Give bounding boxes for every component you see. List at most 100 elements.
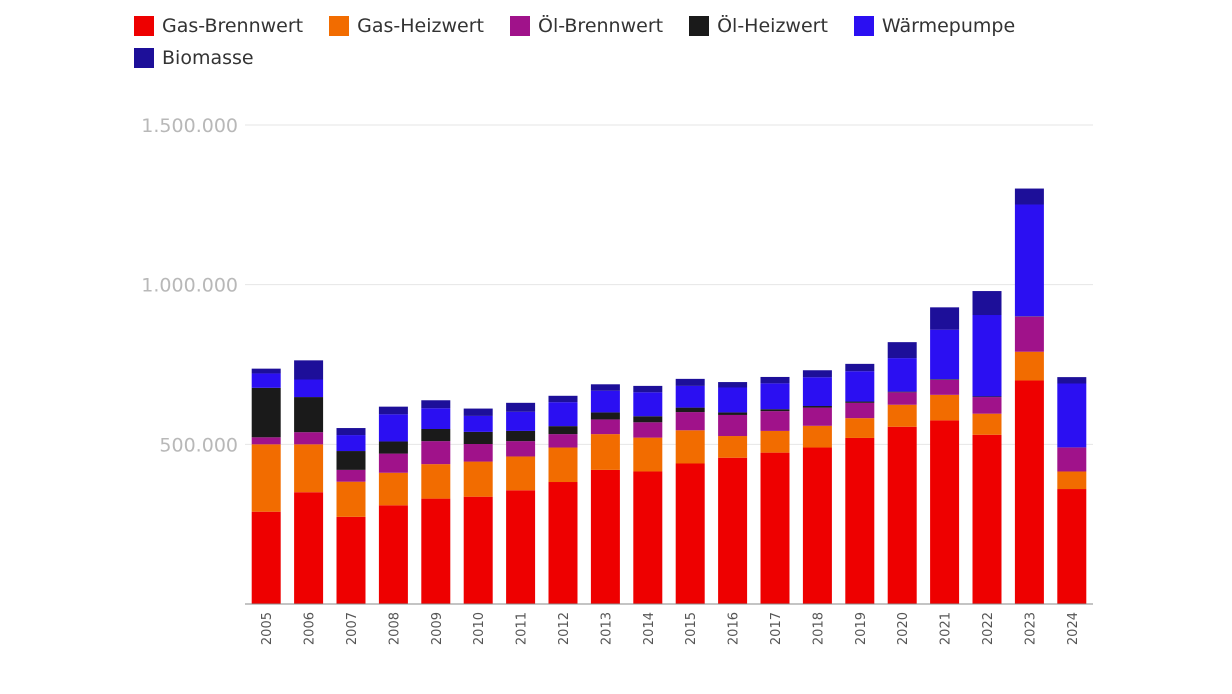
- bar-2016-s2: [718, 414, 748, 437]
- bar-2011-s5: [506, 402, 536, 412]
- legend-item-waermepumpe: Wärmepumpe: [853, 14, 1015, 38]
- bar-2009-s1: [421, 464, 451, 499]
- bar-2010-s0: [463, 496, 493, 604]
- y-tick-label-2: 1.500.000: [141, 115, 238, 137]
- bar-2018-s5: [802, 370, 832, 378]
- x-tick-label-2018: 2018: [811, 612, 826, 645]
- bar-2009-s4: [421, 408, 451, 430]
- bar-2013-s1: [590, 434, 620, 470]
- bar-2016-s5: [718, 382, 748, 388]
- bar-2013-s2: [590, 419, 620, 435]
- grid-layer: [245, 124, 1093, 445]
- bar-2012-s1: [548, 447, 578, 483]
- bar-2011-s2: [506, 441, 536, 457]
- bar-2024-s4: [1057, 383, 1087, 448]
- bar-2012-s4: [548, 402, 578, 427]
- legend-swatch-gas-heizwert: [329, 16, 350, 36]
- bar-2024-s1: [1057, 471, 1087, 490]
- bar-2021-s5: [930, 307, 960, 330]
- bar-2018-s1: [802, 425, 832, 448]
- bar-2023-s1: [1014, 351, 1044, 381]
- bar-2012-s3: [548, 426, 578, 435]
- bar-2006-s1: [294, 444, 324, 493]
- bar-2024-s2: [1057, 447, 1087, 472]
- bar-2015-s4: [675, 385, 705, 408]
- bar-2010-s5: [463, 408, 493, 416]
- bar-2021-s1: [930, 394, 960, 421]
- chart-legend: Gas-Brennwert Gas-Heizwert Öl-Brennwert …: [134, 14, 1094, 70]
- bar-2024-s0: [1057, 489, 1087, 604]
- bar-2020-s5: [887, 342, 917, 359]
- x-tick-label-2021: 2021: [939, 612, 954, 645]
- bar-2015-s2: [675, 412, 705, 431]
- bar-2018-s2: [802, 407, 832, 426]
- bar-2022-s1: [972, 413, 1002, 435]
- bar-2009-s2: [421, 441, 451, 465]
- bar-2022-s5: [972, 291, 1002, 316]
- bar-2017-s0: [760, 452, 790, 604]
- bar-2011-s4: [506, 411, 536, 431]
- legend-swatch-oel-brennwert: [509, 16, 530, 36]
- bar-2014-s1: [633, 437, 663, 472]
- bar-2013-s0: [590, 469, 620, 604]
- x-tick-label-2019: 2019: [854, 612, 869, 645]
- bar-2005-s3: [251, 387, 281, 438]
- bar-2016-s3: [718, 412, 748, 415]
- bar-2019-s2: [845, 402, 875, 419]
- x-tick-label-2010: 2010: [472, 612, 487, 645]
- bar-2022-s0: [972, 434, 1002, 604]
- legend-item-oel-heizwert: Öl-Heizwert: [689, 14, 828, 38]
- legend-label-gas-heizwert: Gas-Heizwert: [357, 15, 484, 37]
- bar-2016-s0: [718, 457, 748, 604]
- bar-2007-s0: [336, 516, 366, 604]
- x-tick-label-2005: 2005: [260, 612, 275, 645]
- bar-2006-s4: [294, 379, 324, 398]
- legend-label-biomasse: Biomasse: [162, 47, 254, 69]
- bar-2020-s2: [887, 392, 917, 405]
- bar-2016-s1: [718, 436, 748, 458]
- x-tick-label-2017: 2017: [769, 612, 784, 645]
- x-tick-label-2012: 2012: [557, 612, 572, 645]
- legend-swatch-gas-brennwert: [134, 16, 154, 36]
- x-tick-label-2006: 2006: [303, 612, 318, 645]
- legend-label-gas-brennwert: Gas-Brennwert: [162, 15, 304, 37]
- bar-2013-s4: [590, 390, 620, 413]
- bar-2021-s0: [930, 420, 960, 604]
- bar-2019-s4: [845, 371, 875, 402]
- legend-item-gas-heizwert: Gas-Heizwert: [329, 14, 484, 38]
- bar-2006-s2: [294, 432, 324, 445]
- bar-2005-s2: [251, 437, 281, 445]
- bar-2019-s3: [845, 401, 875, 403]
- legend-label-oel-heizwert: Öl-Heizwert: [717, 15, 828, 37]
- legend-item-biomasse: Biomasse: [134, 46, 254, 70]
- bar-2018-s0: [802, 447, 832, 604]
- bar-2008-s3: [378, 441, 408, 454]
- bar-2014-s4: [633, 392, 663, 417]
- bar-2010-s1: [463, 461, 493, 497]
- bar-2009-s5: [421, 400, 451, 409]
- bar-2017-s3: [760, 409, 790, 412]
- legend-item-gas-brennwert: Gas-Brennwert: [134, 14, 303, 38]
- x-tick-label-2011: 2011: [515, 612, 530, 645]
- bar-2007-s2: [336, 469, 366, 482]
- bar-2008-s5: [378, 406, 408, 415]
- bar-2020-s1: [887, 404, 917, 427]
- bar-2012-s5: [548, 395, 578, 403]
- bar-2008-s1: [378, 472, 408, 506]
- bar-2007-s1: [336, 481, 366, 517]
- bar-2022-s4: [972, 315, 1002, 397]
- bar-layer: [251, 188, 1087, 604]
- axis-layer: 500.000 1.000.000 1.500.000 2005 2006 2007 200…: [141, 115, 1093, 645]
- bar-2009-s3: [421, 429, 451, 442]
- bar-2024-s5: [1057, 377, 1087, 384]
- bar-2005-s4: [251, 373, 281, 388]
- bar-2023-s5: [1014, 188, 1044, 205]
- bar-2008-s0: [378, 505, 408, 604]
- bar-2008-s2: [378, 453, 408, 473]
- bar-2005-s5: [251, 368, 281, 374]
- bar-2019-s1: [845, 418, 875, 438]
- legend-swatch-biomasse: [134, 48, 154, 68]
- bar-2019-s0: [845, 437, 875, 604]
- bar-2023-s2: [1014, 316, 1044, 352]
- bar-2015-s1: [675, 430, 705, 464]
